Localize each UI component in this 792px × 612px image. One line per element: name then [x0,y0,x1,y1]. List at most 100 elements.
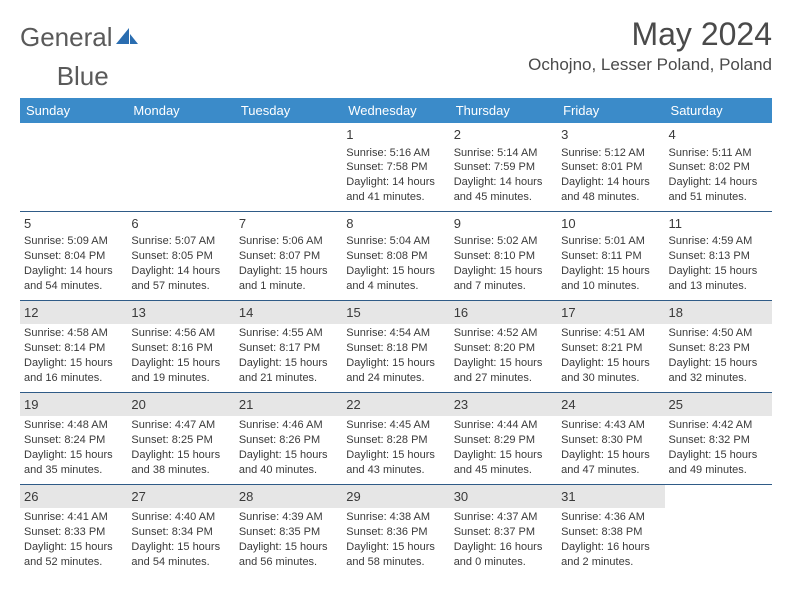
calendar-week-row: 1Sunrise: 5:16 AMSunset: 7:58 PMDaylight… [20,123,772,211]
daylight-text: Daylight: 15 hours and 43 minutes. [346,448,445,478]
day-number: 11 [669,215,768,233]
sunrise-text: Sunrise: 5:04 AM [346,234,445,249]
calendar-week-row: 26Sunrise: 4:41 AMSunset: 8:33 PMDayligh… [20,484,772,575]
day-number: 21 [235,393,342,417]
logo-text-2: Blue [57,61,109,92]
sunrise-text: Sunrise: 5:06 AM [239,234,338,249]
sunset-text: Sunset: 8:33 PM [24,525,123,540]
daylight-text: Daylight: 14 hours and 54 minutes. [24,264,123,294]
daylight-text: Daylight: 15 hours and 52 minutes. [24,540,123,570]
daylight-text: Daylight: 16 hours and 2 minutes. [561,540,660,570]
weekday-header-row: Sunday Monday Tuesday Wednesday Thursday… [20,98,772,123]
daylight-text: Daylight: 14 hours and 51 minutes. [669,175,768,205]
sunset-text: Sunset: 8:01 PM [561,160,660,175]
daylight-text: Daylight: 15 hours and 4 minutes. [346,264,445,294]
daylight-text: Daylight: 15 hours and 30 minutes. [561,356,660,386]
sunset-text: Sunset: 8:02 PM [669,160,768,175]
sunset-text: Sunset: 8:10 PM [454,249,553,264]
day-number: 1 [346,126,445,144]
day-number: 19 [20,393,127,417]
day-number: 4 [669,126,768,144]
location: Ochojno, Lesser Poland, Poland [528,55,772,75]
day-number: 23 [450,393,557,417]
calendar-day-cell: 25Sunrise: 4:42 AMSunset: 8:32 PMDayligh… [665,392,772,484]
sunset-text: Sunset: 8:38 PM [561,525,660,540]
calendar-day-cell: 15Sunrise: 4:54 AMSunset: 8:18 PMDayligh… [342,300,449,392]
day-number: 5 [24,215,123,233]
title-block: May 2024 Ochojno, Lesser Poland, Poland [528,16,772,75]
calendar-day-cell: 19Sunrise: 4:48 AMSunset: 8:24 PMDayligh… [20,392,127,484]
sunset-text: Sunset: 8:07 PM [239,249,338,264]
sunset-text: Sunset: 8:35 PM [239,525,338,540]
sunset-text: Sunset: 8:14 PM [24,341,123,356]
calendar-day-cell: 6Sunrise: 5:07 AMSunset: 8:05 PMDaylight… [127,211,234,300]
logo-sail-icon [116,22,138,53]
day-number: 12 [20,301,127,325]
sunrise-text: Sunrise: 5:16 AM [346,146,445,161]
day-number: 26 [20,485,127,509]
daylight-text: Daylight: 14 hours and 41 minutes. [346,175,445,205]
sunrise-text: Sunrise: 5:09 AM [24,234,123,249]
daylight-text: Daylight: 14 hours and 57 minutes. [131,264,230,294]
sunset-text: Sunset: 8:05 PM [131,249,230,264]
sunrise-text: Sunrise: 4:47 AM [131,418,230,433]
sunrise-text: Sunrise: 4:50 AM [669,326,768,341]
calendar-day-cell: 20Sunrise: 4:47 AMSunset: 8:25 PMDayligh… [127,392,234,484]
sunrise-text: Sunrise: 4:43 AM [561,418,660,433]
sunset-text: Sunset: 8:08 PM [346,249,445,264]
daylight-text: Daylight: 15 hours and 24 minutes. [346,356,445,386]
day-number: 8 [346,215,445,233]
sunset-text: Sunset: 7:58 PM [346,160,445,175]
sunset-text: Sunset: 8:21 PM [561,341,660,356]
day-number: 7 [239,215,338,233]
calendar-day-cell: 26Sunrise: 4:41 AMSunset: 8:33 PMDayligh… [20,484,127,575]
sunset-text: Sunset: 8:18 PM [346,341,445,356]
sunset-text: Sunset: 8:04 PM [24,249,123,264]
day-number: 29 [342,485,449,509]
calendar-day-cell: 7Sunrise: 5:06 AMSunset: 8:07 PMDaylight… [235,211,342,300]
calendar-day-cell: 12Sunrise: 4:58 AMSunset: 8:14 PMDayligh… [20,300,127,392]
calendar-day-cell [665,484,772,575]
day-number: 13 [127,301,234,325]
day-number: 10 [561,215,660,233]
calendar-day-cell [20,123,127,211]
day-number: 20 [127,393,234,417]
calendar-day-cell: 4Sunrise: 5:11 AMSunset: 8:02 PMDaylight… [665,123,772,211]
calendar-week-row: 12Sunrise: 4:58 AMSunset: 8:14 PMDayligh… [20,300,772,392]
sunset-text: Sunset: 8:26 PM [239,433,338,448]
weekday-header: Friday [557,98,664,123]
calendar-day-cell: 11Sunrise: 4:59 AMSunset: 8:13 PMDayligh… [665,211,772,300]
sunset-text: Sunset: 8:16 PM [131,341,230,356]
sunset-text: Sunset: 8:11 PM [561,249,660,264]
daylight-text: Daylight: 15 hours and 7 minutes. [454,264,553,294]
sunrise-text: Sunrise: 4:46 AM [239,418,338,433]
sunrise-text: Sunrise: 5:01 AM [561,234,660,249]
calendar-day-cell: 18Sunrise: 4:50 AMSunset: 8:23 PMDayligh… [665,300,772,392]
daylight-text: Daylight: 15 hours and 35 minutes. [24,448,123,478]
logo-text-1: General [20,22,113,53]
daylight-text: Daylight: 14 hours and 48 minutes. [561,175,660,205]
calendar-day-cell: 28Sunrise: 4:39 AMSunset: 8:35 PMDayligh… [235,484,342,575]
calendar-day-cell: 9Sunrise: 5:02 AMSunset: 8:10 PMDaylight… [450,211,557,300]
day-number: 27 [127,485,234,509]
day-number: 14 [235,301,342,325]
calendar-day-cell: 10Sunrise: 5:01 AMSunset: 8:11 PMDayligh… [557,211,664,300]
calendar-day-cell: 30Sunrise: 4:37 AMSunset: 8:37 PMDayligh… [450,484,557,575]
daylight-text: Daylight: 15 hours and 16 minutes. [24,356,123,386]
sunset-text: Sunset: 8:20 PM [454,341,553,356]
day-number: 16 [450,301,557,325]
calendar-day-cell: 21Sunrise: 4:46 AMSunset: 8:26 PMDayligh… [235,392,342,484]
calendar-day-cell [127,123,234,211]
calendar-day-cell: 27Sunrise: 4:40 AMSunset: 8:34 PMDayligh… [127,484,234,575]
day-number: 9 [454,215,553,233]
calendar-week-row: 19Sunrise: 4:48 AMSunset: 8:24 PMDayligh… [20,392,772,484]
calendar-day-cell: 5Sunrise: 5:09 AMSunset: 8:04 PMDaylight… [20,211,127,300]
daylight-text: Daylight: 15 hours and 21 minutes. [239,356,338,386]
calendar-day-cell: 3Sunrise: 5:12 AMSunset: 8:01 PMDaylight… [557,123,664,211]
sunrise-text: Sunrise: 4:58 AM [24,326,123,341]
daylight-text: Daylight: 15 hours and 38 minutes. [131,448,230,478]
weekday-header: Tuesday [235,98,342,123]
calendar-day-cell [235,123,342,211]
calendar-week-row: 5Sunrise: 5:09 AMSunset: 8:04 PMDaylight… [20,211,772,300]
sunrise-text: Sunrise: 4:51 AM [561,326,660,341]
